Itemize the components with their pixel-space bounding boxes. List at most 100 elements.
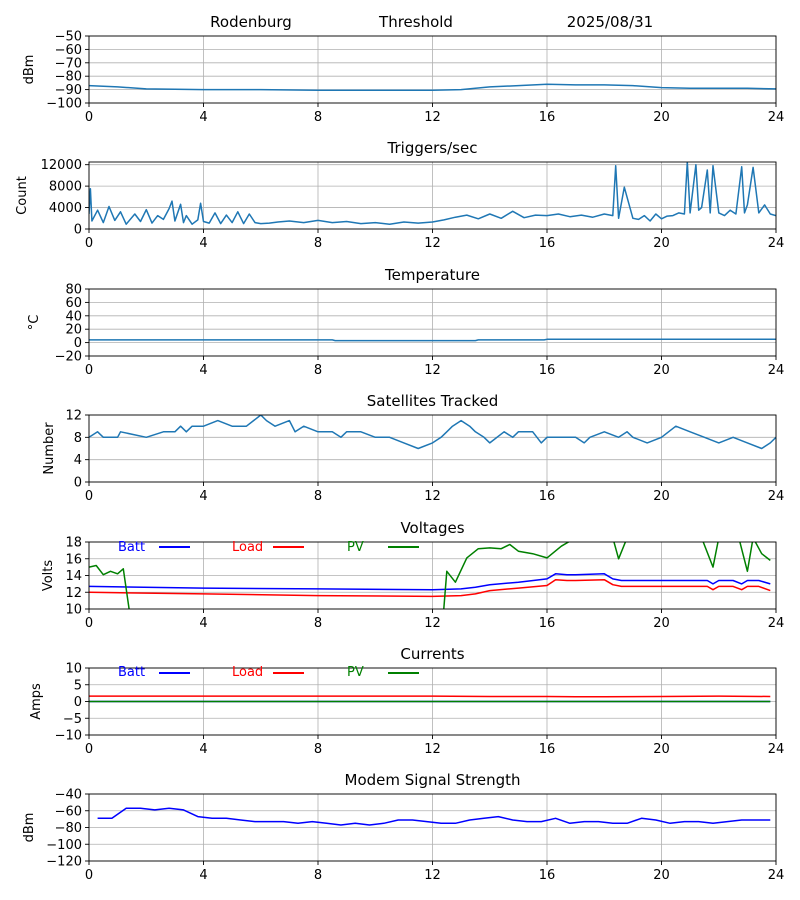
y-tick-label: 12 <box>65 586 82 601</box>
grid <box>88 35 777 104</box>
y-tick-label: −60 <box>55 804 82 819</box>
y-axis-label: dBm <box>22 813 37 843</box>
x-tick-label: 20 <box>653 363 670 378</box>
x-tick-label: 0 <box>85 236 93 251</box>
x-tick-label: 20 <box>653 868 670 883</box>
legend: Batt Load PV <box>118 540 419 555</box>
x-tick-label: 8 <box>314 363 322 378</box>
x-tick-label: 16 <box>539 363 556 378</box>
y-axis-label: dBm <box>22 55 37 85</box>
x-tick-label: 16 <box>539 868 556 883</box>
legend-label-batt: Batt <box>118 540 145 555</box>
series-line-main <box>89 338 776 342</box>
series-line-load <box>89 695 771 698</box>
x-tick-label: 4 <box>199 742 207 757</box>
chart-title: Voltages <box>400 519 464 537</box>
x-tick-label: 0 <box>85 742 93 757</box>
y-axis-label: Count <box>15 176 30 215</box>
y-tick-label: −80 <box>55 70 82 85</box>
chart-satellites: 0 4 8 12 16 20 24 0 4 8 12 Satellites Tracked Number <box>42 392 784 504</box>
y-tick-label: 5 <box>74 678 82 693</box>
y-tick-label: 14 <box>65 569 82 584</box>
legend-label-load: Load <box>232 540 263 555</box>
x-tick-label: 24 <box>768 236 785 251</box>
y-tick-label: −60 <box>55 43 82 58</box>
legend-label-pv: PV <box>347 665 364 680</box>
x-tick-label: 0 <box>85 110 93 125</box>
y-tick-label: 40 <box>65 309 82 324</box>
chart-title: Satellites Tracked <box>367 392 498 410</box>
chart-modem: 0 4 8 12 16 20 24 −120 −100 −80 −60−40 Modem Signal… <box>22 771 784 883</box>
x-tick-label: 24 <box>768 742 785 757</box>
x-tick-label: 4 <box>199 489 207 504</box>
x-tick-label: 16 <box>539 616 556 631</box>
chart-title: Temperature <box>384 266 480 284</box>
x-tick-label: 24 <box>768 489 785 504</box>
x-tick-label: 12 <box>424 742 441 757</box>
y-tick-label: −50 <box>55 30 82 45</box>
x-tick-label: 24 <box>768 868 785 883</box>
y-tick-label: −40 <box>55 788 82 803</box>
y-tick-label: −20 <box>55 350 82 365</box>
y-axis-label: Volts <box>41 560 56 592</box>
grid <box>88 414 777 483</box>
grid <box>88 162 777 230</box>
y-axis-label: Amps <box>29 683 44 720</box>
x-tick-label: 20 <box>653 616 670 631</box>
grid <box>88 793 777 862</box>
x-tick-label: 4 <box>199 363 207 378</box>
x-tick-label: 0 <box>85 489 93 504</box>
chart-threshold: 0 4 8 12 16 20 24 −100−90−80−70−60−50 dBm <box>22 30 784 126</box>
x-tick-label: 24 <box>768 110 785 125</box>
chart-triggers: 0 4 8 12 16 20 24 0 4000 8000 12000 Triggers/sec Cou… <box>15 139 784 251</box>
header-title: Threshold <box>378 13 453 31</box>
y-tick-label: 10 <box>65 662 82 677</box>
y-tick-label: −90 <box>55 83 82 98</box>
x-tick-label: 0 <box>85 868 93 883</box>
y-tick-label: −100 <box>46 838 82 853</box>
y-tick-label: −5 <box>63 712 82 727</box>
site-name: Rodenburg <box>210 13 292 31</box>
x-tick-label: 12 <box>424 110 441 125</box>
y-tick-label: 8 <box>74 431 82 446</box>
y-tick-label: 18 <box>65 536 82 551</box>
figure-header: Rodenburg Threshold 2025/08/31 <box>210 13 653 31</box>
legend-label-pv: PV <box>347 540 364 555</box>
series-line-main <box>89 162 776 225</box>
x-tick-label: 0 <box>85 363 93 378</box>
x-tick-label: 0 <box>85 616 93 631</box>
legend-label-batt: Batt <box>118 665 145 680</box>
x-tick-label: 4 <box>199 236 207 251</box>
x-tick-label: 12 <box>424 363 441 378</box>
x-tick-label: 16 <box>539 489 556 504</box>
x-tick-label: 20 <box>653 742 670 757</box>
series-line-main <box>89 415 776 450</box>
y-tick-label: 60 <box>65 296 82 311</box>
legend: Batt Load PV <box>118 665 419 680</box>
grid <box>88 541 777 610</box>
chart-title: Currents <box>400 645 464 663</box>
y-tick-label: 4000 <box>49 201 82 216</box>
x-tick-label: 12 <box>424 236 441 251</box>
x-tick-label: 12 <box>424 489 441 504</box>
x-tick-label: 20 <box>653 236 670 251</box>
y-tick-label: 10 <box>65 603 82 618</box>
y-tick-label: −10 <box>55 729 82 744</box>
x-tick-label: 12 <box>424 616 441 631</box>
y-axis-label: °C <box>27 315 42 331</box>
x-tick-label: 4 <box>199 868 207 883</box>
y-tick-label: 16 <box>65 552 82 567</box>
y-tick-label: −80 <box>55 821 82 836</box>
y-tick-label: 12000 <box>41 158 82 173</box>
y-tick-label: 20 <box>65 323 82 338</box>
y-tick-label: 0 <box>74 336 82 351</box>
y-tick-label: 0 <box>74 476 82 491</box>
y-tick-label: 0 <box>74 695 82 710</box>
chart-title: Triggers/sec <box>387 139 478 157</box>
x-tick-label: 4 <box>199 616 207 631</box>
y-tick-label: −120 <box>46 855 82 870</box>
x-tick-label: 24 <box>768 363 785 378</box>
x-tick-label: 8 <box>314 110 322 125</box>
